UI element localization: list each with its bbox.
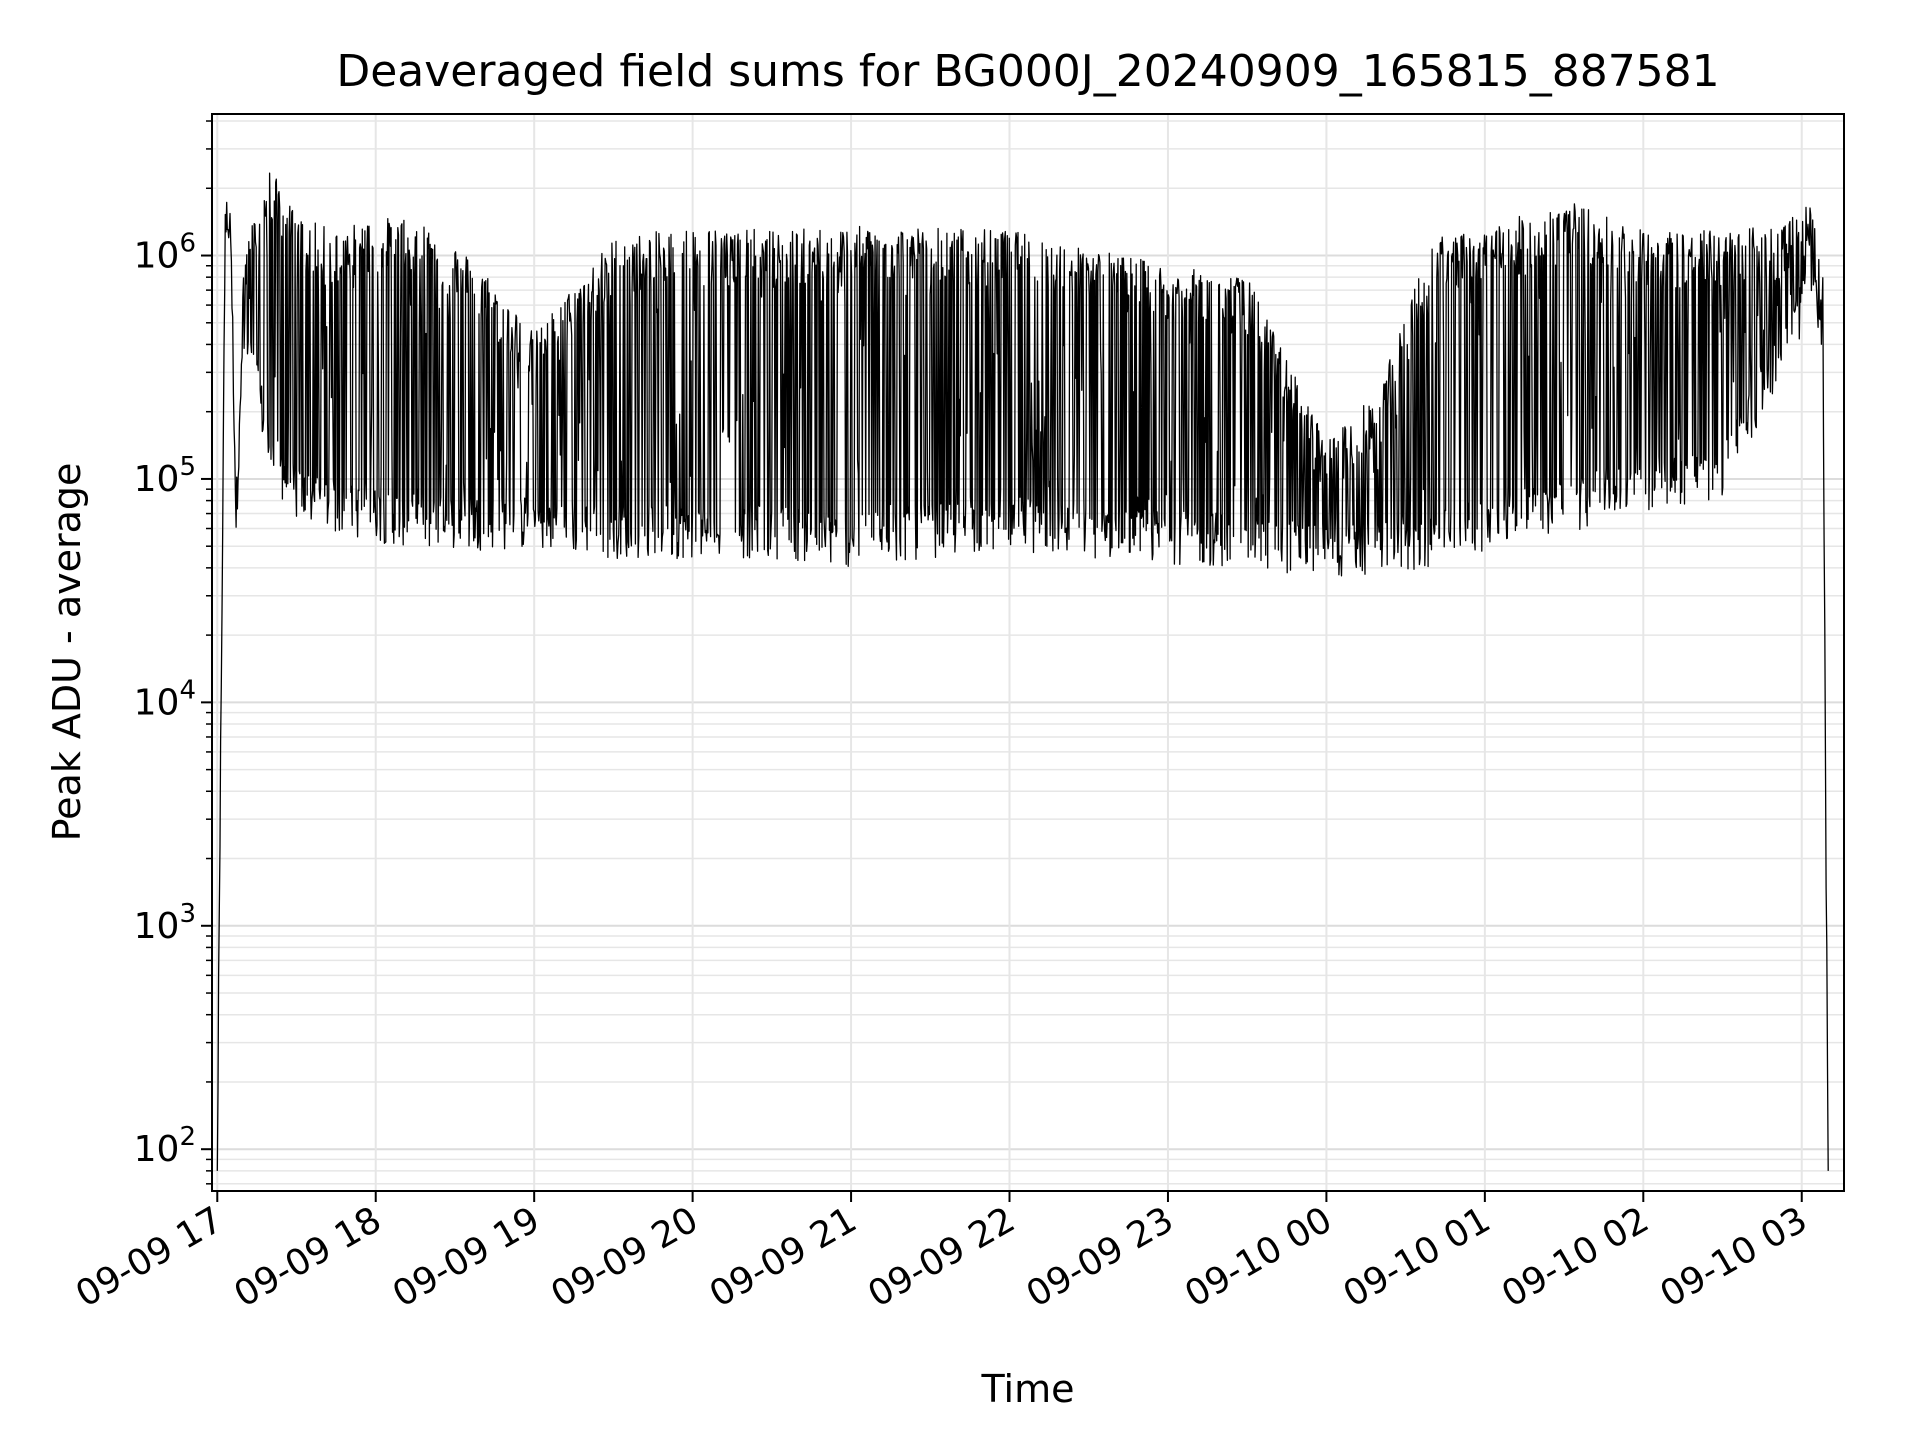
x-axis-label: Time <box>981 1367 1075 1411</box>
y-tick-label: 104 <box>134 675 196 723</box>
chart-title: Deaveraged field sums for BG000J_2024090… <box>336 46 1719 97</box>
plot-frame <box>211 113 1845 1192</box>
y-axis-label: Peak ADU - average <box>45 463 89 842</box>
y-tick-label: 105 <box>134 452 196 500</box>
y-tick-label: 106 <box>134 229 196 277</box>
series-line <box>216 172 1829 1171</box>
y-tick-label: 103 <box>134 899 196 947</box>
y-tick-label: 102 <box>134 1122 196 1170</box>
series-layer <box>216 172 1829 1171</box>
